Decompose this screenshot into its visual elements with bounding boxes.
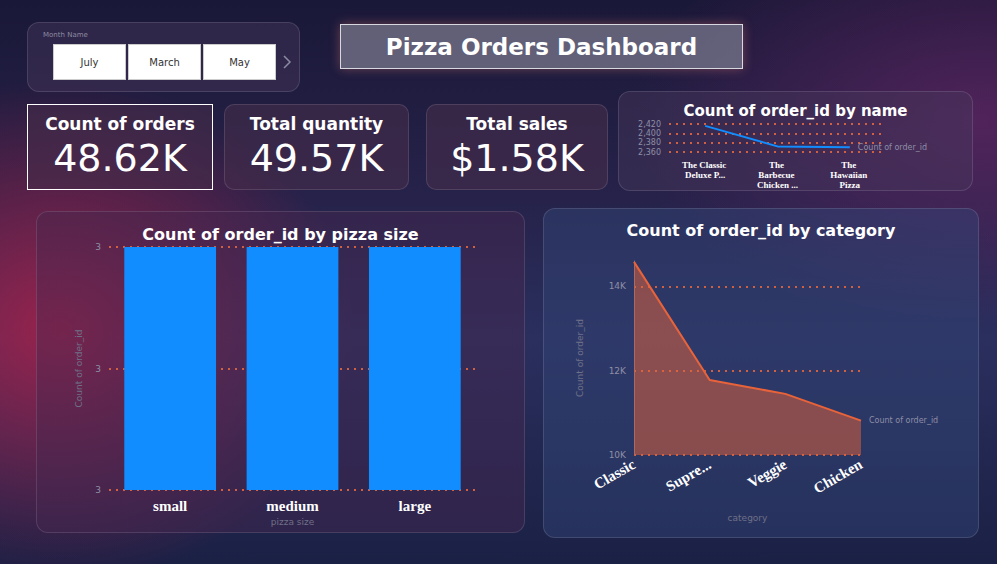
svg-text:The: The <box>769 160 786 170</box>
svg-text:medium: medium <box>266 498 319 514</box>
svg-text:Pizza: Pizza <box>840 180 861 190</box>
html-text:May: May <box>229 56 250 68</box>
svg-text:3: 3 <box>95 364 101 374</box>
html-text:Month Name: Month Name <box>43 31 88 39</box>
html-text:48.62K: 48.62K <box>53 136 187 180</box>
html-text:Count of orders: Count of orders <box>45 114 195 134</box>
svg-text:2,420: 2,420 <box>638 120 661 129</box>
html-text:March: March <box>149 56 180 68</box>
svg-text:Supre...: Supre... <box>663 456 714 495</box>
svg-text:large: large <box>399 498 432 514</box>
svg-text:Barbecue: Barbecue <box>758 170 797 180</box>
svg-text:Classic: Classic <box>591 456 638 493</box>
svg-text:Count of order_id: Count of order_id <box>869 416 938 425</box>
svg-text:Count of order_id by pizza siz: Count of order_id by pizza size <box>142 225 419 244</box>
svg-text:14K: 14K <box>609 281 627 291</box>
html-text:July: July <box>80 56 99 68</box>
svg-text:small: small <box>153 498 187 514</box>
svg-text:2,380: 2,380 <box>638 138 661 147</box>
svg-text:Deluxe P...: Deluxe P... <box>685 170 725 180</box>
svg-text:pizza size: pizza size <box>271 517 315 527</box>
svg-text:12K: 12K <box>609 366 627 376</box>
html-text:$1.58K: $1.58K <box>450 136 584 180</box>
svg-text:The Classic: The Classic <box>682 160 729 170</box>
svg-text:Count of order_id: Count of order_id <box>858 143 927 152</box>
svg-text:Count of order_id by name: Count of order_id by name <box>683 102 907 120</box>
svg-text:10K: 10K <box>608 450 626 460</box>
html-text:49.57K: 49.57K <box>249 136 384 180</box>
html-text:Pizza Orders Dashboard: Pizza Orders Dashboard <box>385 33 698 60</box>
svg-text:3: 3 <box>95 485 101 495</box>
svg-text:2,360: 2,360 <box>638 148 661 157</box>
svg-text:Chicken ...: Chicken ... <box>757 180 798 190</box>
svg-text:Count of order_id: Count of order_id <box>575 319 585 397</box>
svg-text:The: The <box>841 160 858 170</box>
html-text:Total sales: Total sales <box>466 114 568 134</box>
html-text:Total quantity: Total quantity <box>249 114 384 134</box>
svg-text:Hawaiian: Hawaiian <box>830 170 869 180</box>
svg-text:category: category <box>728 513 768 523</box>
svg-text:Chicken: Chicken <box>811 456 866 497</box>
svg-text:3: 3 <box>95 242 101 252</box>
svg-text:Veggie: Veggie <box>745 456 790 491</box>
svg-text:2,400: 2,400 <box>638 129 661 138</box>
svg-text:Count of order_id by category: Count of order_id by category <box>627 221 896 240</box>
svg-text:Count of order_id: Count of order_id <box>74 330 84 408</box>
